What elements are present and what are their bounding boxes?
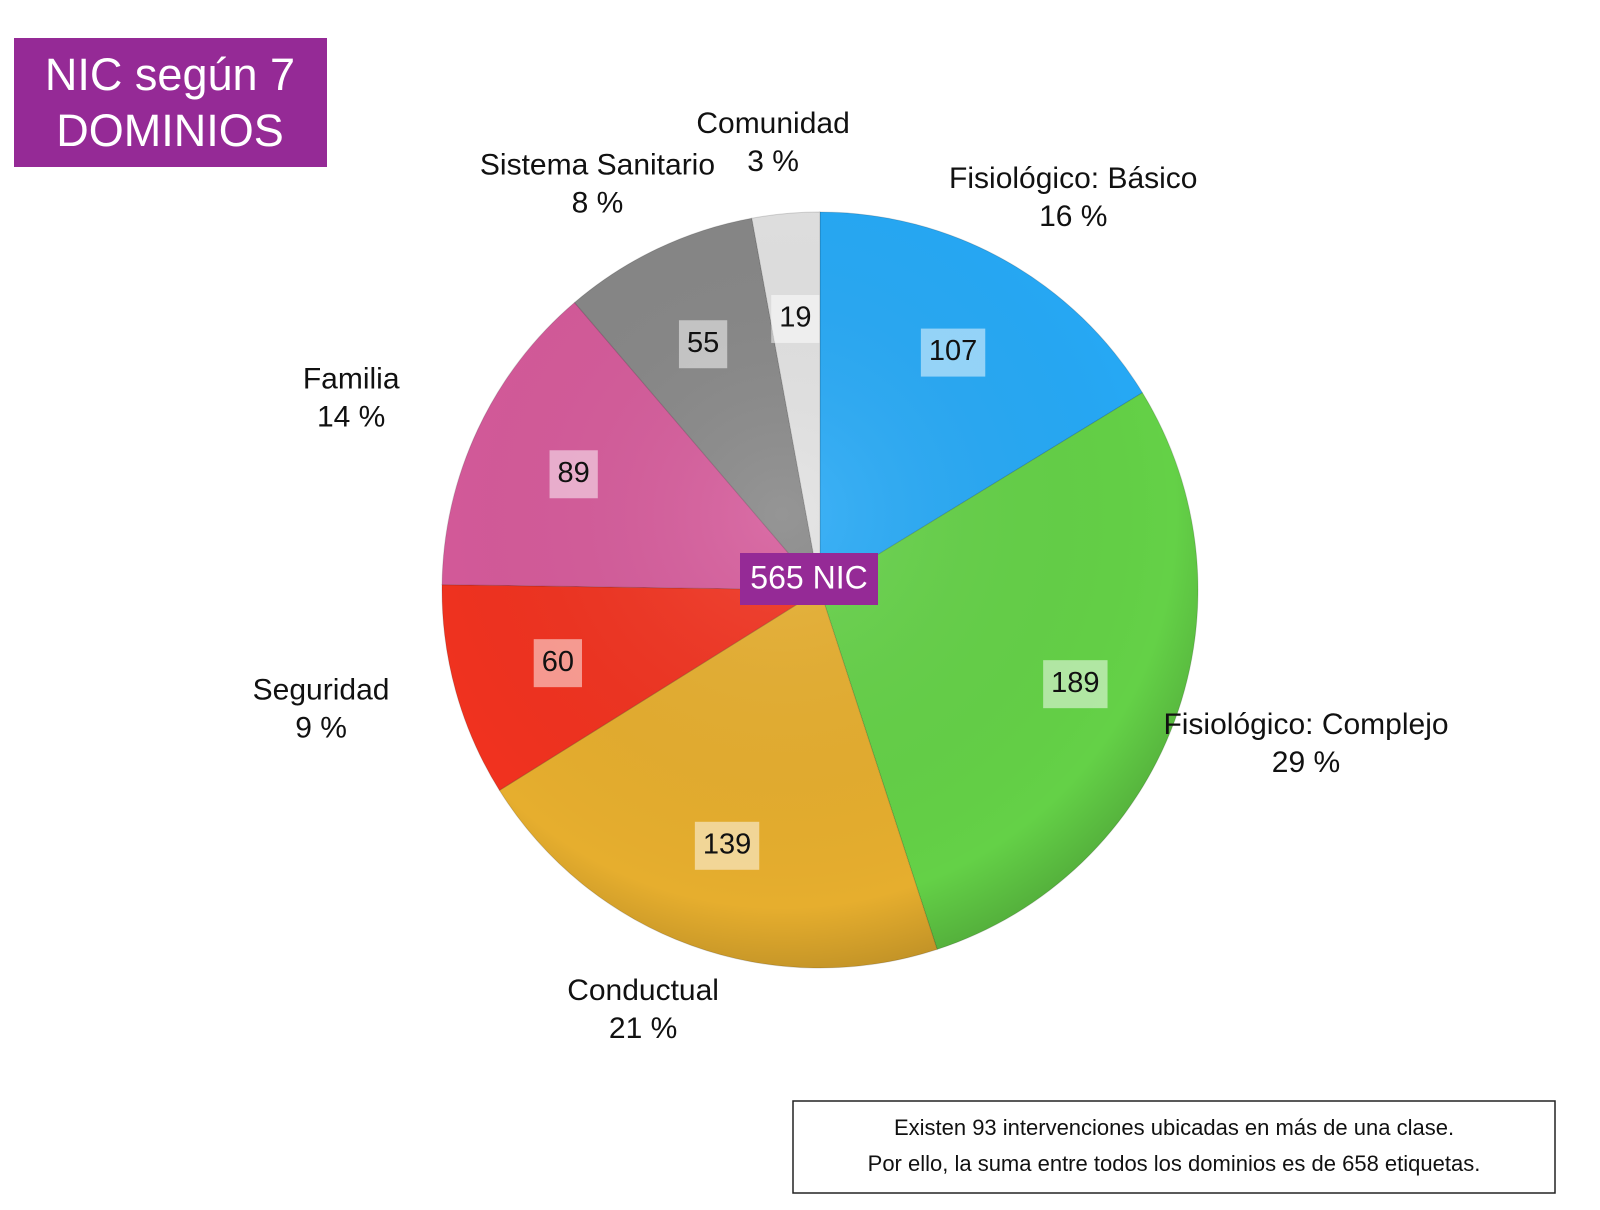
- category-label: Seguridad: [253, 673, 390, 706]
- center-label-box: [740, 553, 878, 605]
- note: Existen 93 intervenciones ubicadas en má…: [894, 1115, 1454, 1140]
- value-label-bg: [771, 294, 820, 343]
- value-label: 189: [1051, 667, 1099, 699]
- value-label-bg: [678, 320, 728, 369]
- value-label: 19: [779, 302, 811, 334]
- value-label-bg: [549, 450, 598, 499]
- category-label: Sistema Sanitario: [480, 148, 715, 181]
- note: Por ello, la suma entre todos los domini…: [868, 1151, 1481, 1176]
- value-label: 107: [929, 335, 977, 367]
- chart-title: NIC según 7: [45, 49, 295, 100]
- category-label: Conductual: [567, 974, 719, 1007]
- center-label: 565 NIC: [750, 559, 867, 595]
- value-label-bg: [920, 328, 986, 377]
- value-label: 89: [558, 457, 590, 489]
- category-label: Familia: [303, 362, 400, 395]
- value-label-bg: [1043, 660, 1108, 709]
- value-label: 55: [687, 327, 719, 359]
- value-label: 139: [703, 828, 751, 860]
- percent-label: 29 %: [1272, 746, 1340, 779]
- percent-label: 8 %: [572, 186, 624, 219]
- note-box: [792, 1100, 1556, 1194]
- percent-label: 16 %: [1039, 200, 1107, 233]
- chart-title: DOMINIOS: [56, 105, 284, 156]
- category-label: Comunidad: [696, 107, 849, 140]
- value-label-bg: [533, 639, 582, 688]
- value-label: 60: [542, 646, 574, 678]
- value-label-bg: [694, 821, 760, 870]
- category-label: Fisiológico: Complejo: [1163, 708, 1448, 741]
- percent-label: 21 %: [609, 1012, 677, 1045]
- percent-label: 9 %: [295, 711, 347, 744]
- category-label: Fisiológico: Básico: [949, 162, 1197, 195]
- title-box: [14, 38, 327, 167]
- percent-label: 3 %: [747, 145, 799, 178]
- percent-label: 14 %: [317, 400, 385, 433]
